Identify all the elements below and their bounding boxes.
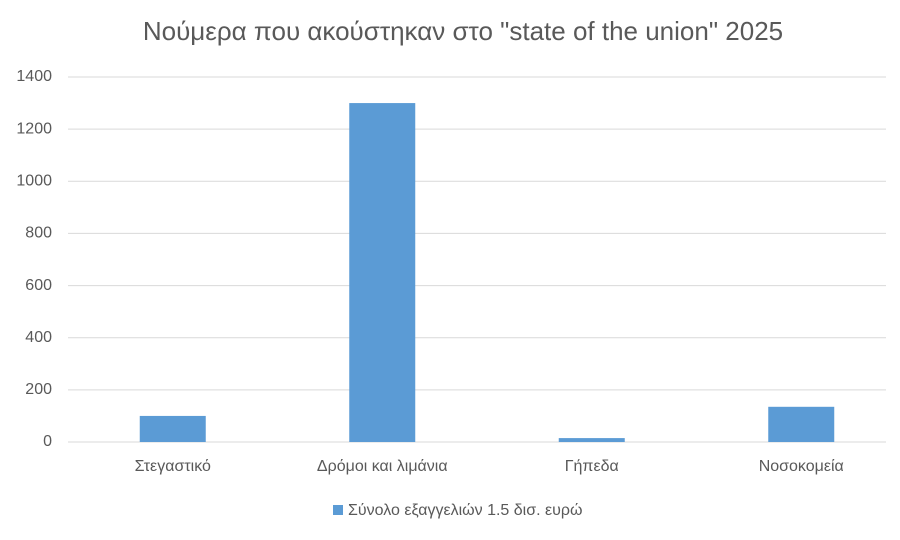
bar <box>139 415 206 442</box>
y-tick-label: 1000 <box>16 173 52 190</box>
y-tick-label: 1400 <box>16 68 52 85</box>
y-tick-label: 400 <box>25 329 52 346</box>
bar <box>768 406 835 442</box>
bar <box>558 438 625 442</box>
x-tick-label: Νοσοκομεία <box>759 458 844 475</box>
y-tick-label: 800 <box>25 225 52 242</box>
bar <box>349 103 416 443</box>
x-tick-label: Δρόμοι και λιμάνια <box>317 458 448 475</box>
x-tick-label: Γήπεδα <box>565 458 619 475</box>
y-tick-label: 0 <box>43 433 52 450</box>
y-tick-label: 200 <box>25 381 52 398</box>
legend-swatch <box>333 505 343 515</box>
y-tick-label: 600 <box>25 277 52 294</box>
chart-title: Νούμερα που ακούστηκαν στο "state of the… <box>143 16 783 46</box>
legend-label: Σύνολο εξαγγελιών 1.5 δισ. ευρώ <box>348 502 582 519</box>
y-tick-label: 1200 <box>16 120 52 137</box>
x-tick-label: Στεγαστικό <box>135 458 211 475</box>
